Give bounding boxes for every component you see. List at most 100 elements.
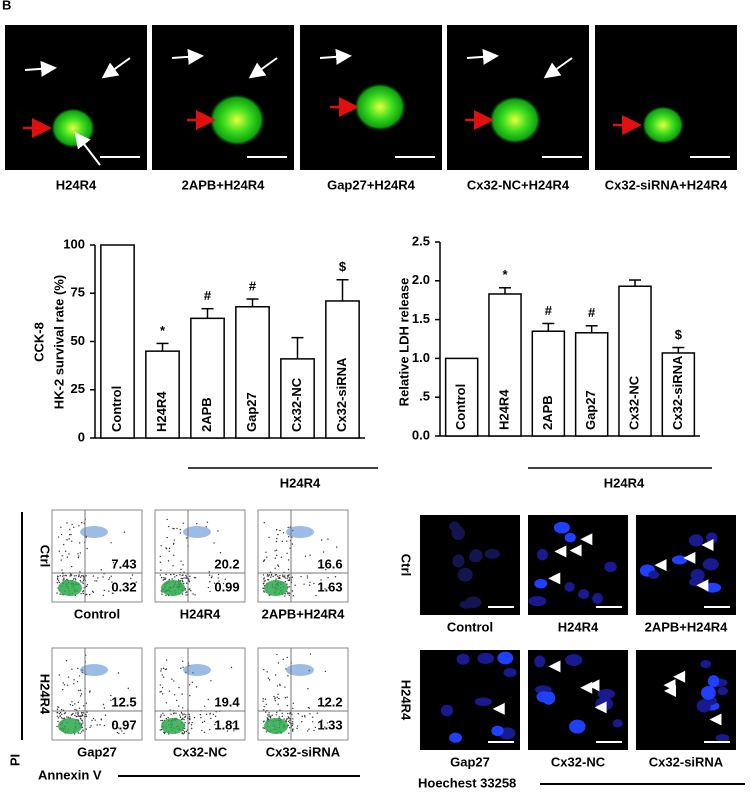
event xyxy=(160,576,163,579)
event xyxy=(68,534,71,536)
event xyxy=(82,590,85,592)
event xyxy=(79,695,82,697)
event xyxy=(177,705,180,707)
event xyxy=(263,709,265,711)
event xyxy=(81,711,83,714)
event xyxy=(277,693,279,695)
event xyxy=(62,717,64,720)
image-label: H24R4 xyxy=(558,619,599,634)
y-axis-label: CCK-8 xyxy=(31,322,46,362)
event xyxy=(78,525,80,527)
event xyxy=(110,694,112,697)
arrowhead xyxy=(696,579,709,592)
event xyxy=(211,575,213,577)
event xyxy=(304,555,307,558)
event xyxy=(59,711,62,714)
event xyxy=(184,716,187,718)
event xyxy=(185,576,188,578)
event xyxy=(181,593,184,595)
event xyxy=(85,715,88,717)
event xyxy=(66,522,68,524)
event xyxy=(75,712,77,714)
event xyxy=(287,712,289,715)
event xyxy=(123,531,126,533)
event xyxy=(82,712,85,714)
nucleus xyxy=(474,697,492,707)
event xyxy=(188,581,191,583)
event xyxy=(308,707,311,709)
event xyxy=(173,554,175,556)
event xyxy=(161,719,164,722)
apoptosis-late: 20.2 xyxy=(214,556,239,571)
nucleus xyxy=(484,548,500,559)
event xyxy=(291,723,294,725)
event xyxy=(80,575,83,577)
event xyxy=(82,722,84,724)
event xyxy=(122,583,124,586)
event xyxy=(188,732,190,735)
nucleus xyxy=(440,704,454,717)
event xyxy=(85,575,87,577)
event xyxy=(189,588,191,590)
significance-mark: * xyxy=(160,323,166,338)
event xyxy=(178,686,180,689)
event xyxy=(168,578,170,581)
y-tick-label: 2.5 xyxy=(412,233,430,248)
event xyxy=(294,584,296,586)
event xyxy=(277,533,279,536)
event xyxy=(74,577,76,580)
hoechst-image xyxy=(636,515,736,615)
event xyxy=(173,539,176,541)
event xyxy=(79,732,81,734)
nucleus xyxy=(715,734,730,743)
y-tick-label: 0.0 xyxy=(412,427,430,442)
event xyxy=(277,564,279,566)
event xyxy=(79,576,82,578)
event xyxy=(284,686,286,688)
event xyxy=(62,688,64,691)
event xyxy=(167,525,170,528)
nucleus xyxy=(456,653,470,665)
event xyxy=(306,577,309,579)
event xyxy=(186,582,188,584)
event xyxy=(82,575,84,577)
event xyxy=(71,523,73,526)
event xyxy=(64,712,66,714)
nucleus xyxy=(592,593,603,605)
event xyxy=(80,592,82,595)
event xyxy=(112,561,115,564)
significance-mark: $ xyxy=(339,259,347,274)
event xyxy=(177,579,180,581)
event xyxy=(65,659,68,662)
event xyxy=(277,577,280,579)
event xyxy=(180,667,182,669)
event xyxy=(288,592,291,594)
event xyxy=(104,714,107,716)
event xyxy=(88,691,91,693)
event xyxy=(79,718,82,720)
event xyxy=(108,578,110,581)
event xyxy=(288,716,290,719)
bar xyxy=(100,244,135,439)
event xyxy=(89,690,91,692)
event xyxy=(210,680,212,682)
image-label: Gap27+H24R4 xyxy=(327,177,416,192)
image-label: Control xyxy=(447,619,493,634)
event xyxy=(159,684,162,686)
event xyxy=(189,575,191,578)
event xyxy=(80,715,82,717)
nucleus xyxy=(700,659,712,669)
bar xyxy=(574,332,609,437)
event xyxy=(61,575,64,577)
event xyxy=(225,560,228,563)
event xyxy=(163,731,165,733)
event xyxy=(274,550,276,552)
event xyxy=(263,577,265,579)
event xyxy=(291,543,294,545)
event xyxy=(85,585,88,588)
event xyxy=(267,579,270,581)
event xyxy=(168,690,171,692)
event xyxy=(58,712,61,715)
event xyxy=(329,583,331,585)
